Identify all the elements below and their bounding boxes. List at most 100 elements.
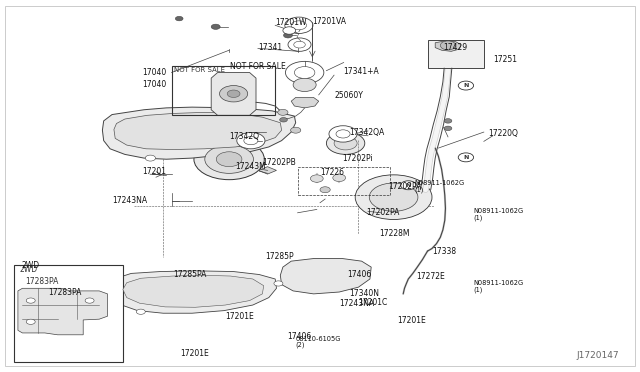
Bar — [172, 66, 275, 115]
Circle shape — [285, 17, 313, 33]
Text: 17243NA: 17243NA — [339, 299, 374, 308]
Circle shape — [369, 183, 418, 211]
Text: N: N — [406, 183, 411, 188]
Circle shape — [227, 90, 240, 97]
Circle shape — [458, 81, 474, 90]
Text: N: N — [463, 83, 468, 88]
Circle shape — [26, 298, 35, 303]
Text: 17201C: 17201C — [358, 298, 388, 307]
Circle shape — [237, 132, 265, 149]
Text: 17226: 17226 — [320, 169, 344, 177]
Circle shape — [440, 41, 456, 50]
Circle shape — [329, 126, 357, 142]
Circle shape — [334, 137, 357, 150]
Text: 17201E: 17201E — [225, 312, 254, 321]
Circle shape — [288, 38, 311, 51]
Text: 17243NA: 17243NA — [112, 196, 147, 205]
Text: 17406: 17406 — [347, 270, 371, 279]
Text: 17220Q: 17220Q — [488, 129, 518, 138]
Circle shape — [244, 137, 258, 145]
Circle shape — [85, 298, 94, 303]
Circle shape — [310, 175, 323, 182]
Circle shape — [194, 139, 264, 180]
Polygon shape — [114, 112, 282, 150]
Bar — [428, 40, 484, 68]
Text: 2WD: 2WD — [21, 262, 39, 270]
Text: N08911-1062G: N08911-1062G — [474, 280, 524, 286]
Text: 17202PA: 17202PA — [366, 208, 399, 217]
Text: 17201W: 17201W — [275, 18, 307, 27]
Bar — [14, 265, 123, 362]
Circle shape — [274, 281, 283, 286]
Text: 08110-6105G: 08110-6105G — [296, 336, 341, 341]
Circle shape — [444, 126, 452, 131]
Text: N: N — [463, 155, 468, 160]
Polygon shape — [259, 167, 276, 174]
Polygon shape — [18, 288, 108, 335]
Polygon shape — [211, 73, 256, 115]
Circle shape — [293, 78, 316, 92]
Circle shape — [458, 153, 474, 162]
Circle shape — [444, 119, 452, 123]
Circle shape — [205, 145, 253, 173]
Text: 17342Q: 17342Q — [229, 132, 259, 141]
Text: N08911-1062G: N08911-1062G — [415, 180, 465, 186]
Text: 2WD: 2WD — [19, 265, 37, 274]
Text: (1): (1) — [474, 214, 483, 221]
Circle shape — [278, 109, 288, 115]
Circle shape — [285, 61, 324, 84]
Text: 17338: 17338 — [432, 247, 456, 256]
Circle shape — [280, 118, 287, 122]
Text: 17283PA: 17283PA — [48, 288, 81, 296]
Circle shape — [136, 309, 145, 314]
Polygon shape — [131, 137, 436, 259]
Circle shape — [216, 152, 242, 167]
Circle shape — [211, 24, 220, 29]
Circle shape — [294, 67, 315, 78]
Circle shape — [175, 16, 183, 21]
Circle shape — [26, 319, 35, 324]
Text: 17340N: 17340N — [349, 289, 379, 298]
Text: 17202Pi: 17202Pi — [342, 154, 373, 163]
Text: 17201E: 17201E — [180, 349, 209, 358]
Text: N08911-1062G: N08911-1062G — [474, 208, 524, 214]
Circle shape — [283, 27, 296, 34]
Circle shape — [220, 86, 248, 102]
Text: 17040: 17040 — [142, 68, 166, 77]
Bar — [298, 167, 390, 195]
Text: 17243M: 17243M — [235, 162, 266, 171]
Text: 17201VA: 17201VA — [312, 17, 346, 26]
Circle shape — [355, 175, 432, 219]
Text: 17285P: 17285P — [266, 252, 294, 261]
Text: 17201: 17201 — [142, 167, 166, 176]
Text: 17341+A: 17341+A — [344, 67, 380, 76]
Circle shape — [291, 127, 301, 133]
Circle shape — [320, 187, 330, 193]
Circle shape — [291, 21, 307, 30]
Text: 17342QA: 17342QA — [349, 128, 384, 137]
Text: 17201E: 17201E — [397, 316, 426, 325]
Text: 17283PA: 17283PA — [26, 278, 59, 286]
Text: 17202PA: 17202PA — [388, 182, 422, 191]
Circle shape — [333, 174, 346, 182]
Circle shape — [294, 41, 305, 48]
Text: 17429: 17429 — [444, 43, 468, 52]
Text: 17202PB: 17202PB — [262, 158, 296, 167]
Text: 17228M: 17228M — [379, 229, 410, 238]
Circle shape — [336, 130, 350, 138]
Circle shape — [284, 33, 292, 38]
Circle shape — [401, 181, 416, 190]
Text: (1): (1) — [415, 186, 424, 193]
Polygon shape — [435, 41, 461, 51]
Text: 17251: 17251 — [493, 55, 517, 64]
Text: NOT FOR SALE: NOT FOR SALE — [174, 67, 225, 73]
Polygon shape — [291, 97, 319, 108]
Circle shape — [145, 155, 156, 161]
Text: 25060Y: 25060Y — [334, 92, 363, 100]
Text: J1720147: J1720147 — [577, 351, 620, 360]
Text: NOT FOR SALE: NOT FOR SALE — [230, 62, 286, 71]
Text: 17272E: 17272E — [416, 272, 445, 280]
Polygon shape — [102, 107, 296, 159]
Text: (2): (2) — [296, 341, 305, 348]
Polygon shape — [110, 271, 276, 313]
